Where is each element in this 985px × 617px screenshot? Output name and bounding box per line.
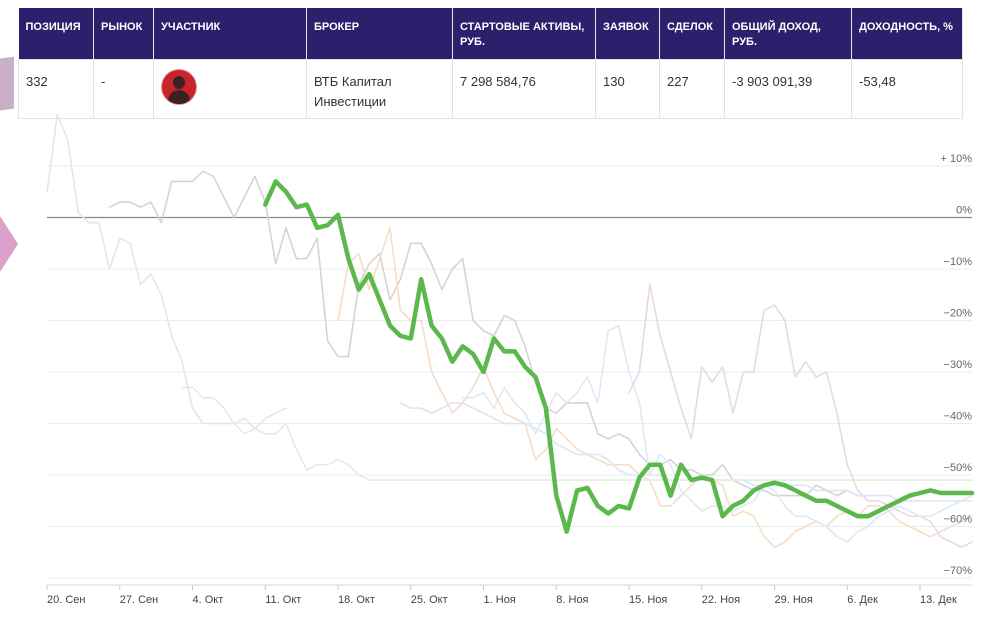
- cell-start-assets: 7 298 584,76: [452, 59, 596, 119]
- series-line-2[interactable]: [628, 283, 973, 548]
- y-tick-label: −10%: [944, 256, 973, 268]
- header-broker[interactable]: БРОКЕР: [306, 8, 453, 60]
- table-row: 332 - ВТБ Капитал Инвестиции 7 298 584,7…: [18, 59, 963, 119]
- header-start-assets[interactable]: СТАРТОВЫЕ АКТИВЫ, РУБ.: [452, 8, 596, 60]
- table-header-row: ПОЗИЦИЯ РЫНОК УЧАСТНИК БРОКЕР СТАРТОВЫЕ …: [18, 8, 963, 60]
- header-deals[interactable]: СДЕЛОК: [659, 8, 725, 60]
- series-line-1[interactable]: [108, 170, 869, 497]
- cell-broker: ВТБ Капитал Инвестиции: [306, 59, 453, 119]
- decorative-shape-triangle: [0, 210, 18, 278]
- cell-market: -: [93, 59, 154, 119]
- x-tick-label: 22. Ноя: [702, 594, 740, 606]
- x-tick-label: 27. Сен: [120, 594, 158, 606]
- cell-yield: -53,48: [851, 59, 963, 119]
- x-tick-label: 25. Окт: [411, 594, 448, 606]
- header-orders[interactable]: ЗАЯВОК: [595, 8, 660, 60]
- x-tick-label: 1. Ноя: [484, 594, 516, 606]
- x-tick-label: 6. Дек: [847, 594, 878, 606]
- x-tick-label: 11. Окт: [265, 594, 301, 606]
- header-participant[interactable]: УЧАСТНИК: [153, 8, 307, 60]
- x-tick-label: 18. Окт: [338, 594, 375, 606]
- series-line-3[interactable]: [337, 227, 973, 548]
- avatar[interactable]: [162, 70, 196, 104]
- x-tick-label: 29. Ноя: [775, 594, 813, 606]
- header-total-income[interactable]: ОБЩИЙ ДОХОД, РУБ.: [724, 8, 852, 60]
- y-tick-label: −60%: [944, 514, 973, 526]
- y-tick-label: −50%: [944, 462, 973, 474]
- series-line-0[interactable]: [46, 113, 287, 430]
- cell-position: 332: [18, 59, 94, 119]
- y-tick-label: −30%: [944, 359, 973, 371]
- avatar-head-icon: [173, 76, 185, 89]
- cell-deals: 227: [659, 59, 725, 119]
- y-tick-label: −40%: [944, 411, 973, 423]
- x-tick-label: 8. Ноя: [556, 594, 588, 606]
- header-yield[interactable]: ДОХОДНОСТЬ, %: [851, 8, 963, 60]
- series-line-4[interactable]: [399, 402, 973, 502]
- series-line-highlighted[interactable]: [263, 179, 975, 534]
- y-tick-label: −20%: [944, 308, 973, 320]
- cell-participant: [153, 59, 307, 119]
- results-table: ПОЗИЦИЯ РЫНОК УЧАСТНИК БРОКЕР СТАРТОВЫЕ …: [18, 8, 963, 119]
- x-tick-label: 20. Сен: [47, 594, 85, 606]
- x-tick-label: 15. Ноя: [629, 594, 667, 606]
- avatar-body-icon: [168, 90, 190, 104]
- x-tick-label: 13. Дек: [920, 594, 957, 606]
- y-tick-label: −70%: [944, 565, 973, 577]
- cell-orders: 130: [595, 59, 660, 119]
- header-position[interactable]: ПОЗИЦИЯ: [18, 8, 94, 60]
- x-tick-label: 4. Окт: [193, 594, 224, 606]
- series-line-6[interactable]: [181, 386, 973, 481]
- y-tick-label: + 10%: [941, 153, 973, 165]
- header-market[interactable]: РЫНОК: [93, 8, 154, 60]
- y-tick-label: 0%: [956, 205, 972, 217]
